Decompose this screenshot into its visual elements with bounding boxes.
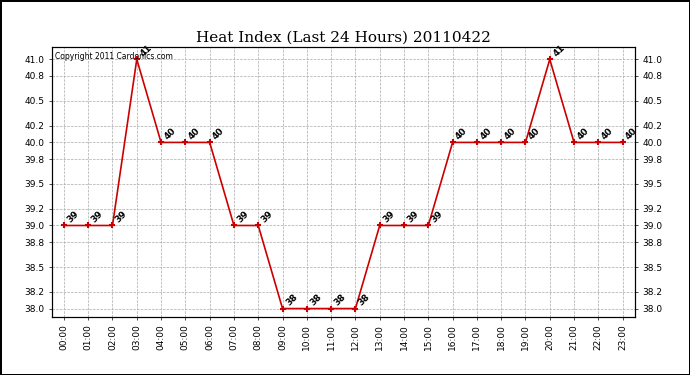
Title: Heat Index (Last 24 Hours) 20110422: Heat Index (Last 24 Hours) 20110422	[196, 30, 491, 44]
Text: 40: 40	[600, 126, 615, 142]
Text: 39: 39	[114, 209, 129, 225]
Text: 40: 40	[162, 126, 177, 142]
Text: 39: 39	[235, 209, 250, 225]
Text: 40: 40	[624, 126, 639, 142]
Text: 41: 41	[138, 43, 153, 58]
Text: 39: 39	[66, 209, 81, 225]
Text: 38: 38	[308, 292, 324, 308]
Text: 39: 39	[430, 209, 445, 225]
Text: 41: 41	[551, 43, 566, 58]
Text: 38: 38	[333, 292, 348, 308]
Text: 40: 40	[478, 126, 493, 142]
Text: Copyright 2011 Cardonics.com: Copyright 2011 Cardonics.com	[55, 52, 172, 61]
Text: 40: 40	[454, 126, 469, 142]
Text: 40: 40	[502, 126, 518, 142]
Text: 38: 38	[284, 292, 299, 308]
Text: 40: 40	[575, 126, 591, 142]
Text: 39: 39	[381, 209, 396, 225]
Text: 39: 39	[259, 209, 275, 225]
Text: 40: 40	[527, 126, 542, 142]
Text: 39: 39	[406, 209, 421, 225]
Text: 40: 40	[187, 126, 202, 142]
Text: 40: 40	[211, 126, 226, 142]
Text: 39: 39	[90, 209, 105, 225]
Text: 38: 38	[357, 292, 372, 308]
